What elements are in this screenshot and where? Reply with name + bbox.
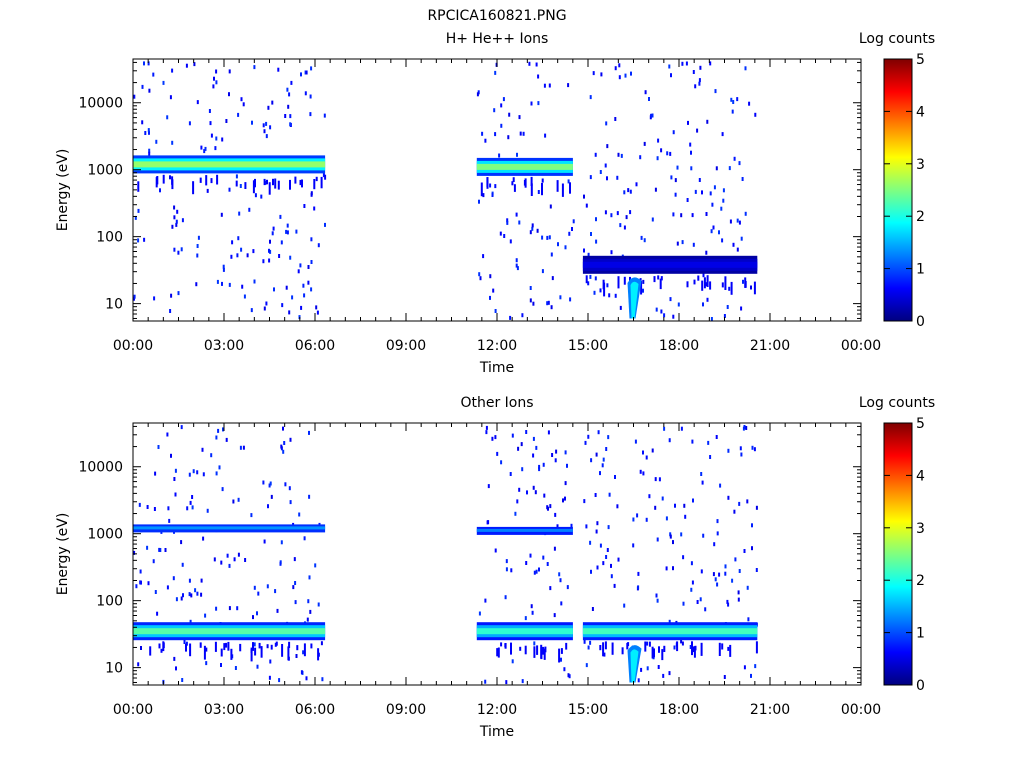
spectrogram: [133, 61, 758, 321]
data-interval-1: [476, 61, 575, 320]
colorbar-tick-label: 2: [916, 209, 925, 225]
panel-h-he-ions: H+ He++ Ions 00:00 03:00 06:00 09:00 12:00 15…: [55, 31, 935, 376]
x-tick-label: 06:00: [295, 338, 335, 354]
y-axis-label: Energy (eV): [55, 149, 71, 232]
y-axis-label: Energy (eV): [55, 513, 71, 596]
y-tick-label: 10000: [78, 460, 123, 476]
colorbar-ticks: 0 1 2 3 4 5: [884, 52, 925, 330]
feature-0: [627, 645, 642, 683]
x-tick-label: 21:00: [750, 338, 790, 354]
colorbar-tick-label: 1: [916, 262, 925, 278]
colorbar-tick-label: 2: [916, 573, 925, 589]
colorbar: [883, 422, 913, 686]
colorbar-tick-label: 4: [916, 104, 925, 120]
panel-title: Other Ions: [460, 395, 533, 411]
y-tick-label: 100: [96, 594, 123, 610]
x-tick-label: 12:00: [477, 702, 517, 718]
data-interval-0: [133, 425, 326, 684]
colorbar-tick-label: 5: [916, 52, 925, 68]
colorbar-tick-label: 5: [916, 416, 925, 432]
axes: 00:00 03:00 06:00 09:00 12:00 15:00 18:00 21:00…: [78, 59, 881, 354]
colorbar-label: Log counts: [859, 31, 935, 47]
x-tick-label: 18:00: [659, 338, 699, 354]
x-tick-label: 15:00: [568, 338, 608, 354]
colorbar: [883, 58, 913, 322]
x-tick-label: 18:00: [659, 702, 699, 718]
x-axis-label: Time: [479, 724, 514, 740]
y-tick-label: 10: [105, 661, 123, 677]
colorbar-tick-label: 1: [916, 626, 925, 642]
colorbar-label: Log counts: [859, 395, 935, 411]
x-tick-label: 03:00: [204, 702, 244, 718]
y-tick-label: 100: [96, 230, 123, 246]
x-tick-label: 09:00: [386, 702, 426, 718]
x-tick-label: 00:00: [841, 702, 881, 718]
x-tick-label: 15:00: [568, 702, 608, 718]
data-interval-0: [133, 61, 327, 320]
plot-frame: [132, 422, 862, 686]
x-tick-label: 21:00: [750, 702, 790, 718]
x-tick-label: 00:00: [113, 338, 153, 354]
x-tick-label: 00:00: [841, 338, 881, 354]
spectrogram: [133, 425, 758, 685]
y-tick-label: 1000: [87, 163, 123, 179]
colorbar-tick-label: 0: [916, 678, 925, 694]
colorbar-ticks: 0 1 2 3 4 5: [884, 416, 925, 694]
data-interval-2: [582, 425, 758, 683]
colorbar-tick-label: 0: [916, 314, 925, 330]
panel-other-ions: Other Ions 00:00 03:00 06:00 09:00 12:00 15:0…: [55, 395, 935, 740]
y-tick-label: 10: [105, 297, 123, 313]
x-axis-label: Time: [479, 360, 514, 376]
y-tick-label: 10000: [78, 96, 123, 112]
x-tick-label: 09:00: [386, 338, 426, 354]
x-tick-label: 06:00: [295, 702, 335, 718]
data-interval-2: [582, 61, 758, 321]
colorbar-tick-label: 4: [916, 468, 925, 484]
figure-title: RPCICA160821.PNG: [427, 8, 566, 24]
x-tick-label: 03:00: [204, 338, 244, 354]
colorbar-tick-label: 3: [916, 521, 925, 537]
feature-0: [627, 277, 642, 319]
panel-title: H+ He++ Ions: [446, 31, 549, 47]
y-tick-label: 1000: [87, 527, 123, 543]
colorbar-tick-label: 3: [916, 157, 925, 173]
x-tick-label: 12:00: [477, 338, 517, 354]
data-interval-1: [476, 425, 573, 685]
x-tick-label: 00:00: [113, 702, 153, 718]
axes: 00:00 03:00 06:00 09:00 12:00 15:00 18:00 21:00…: [78, 423, 881, 718]
